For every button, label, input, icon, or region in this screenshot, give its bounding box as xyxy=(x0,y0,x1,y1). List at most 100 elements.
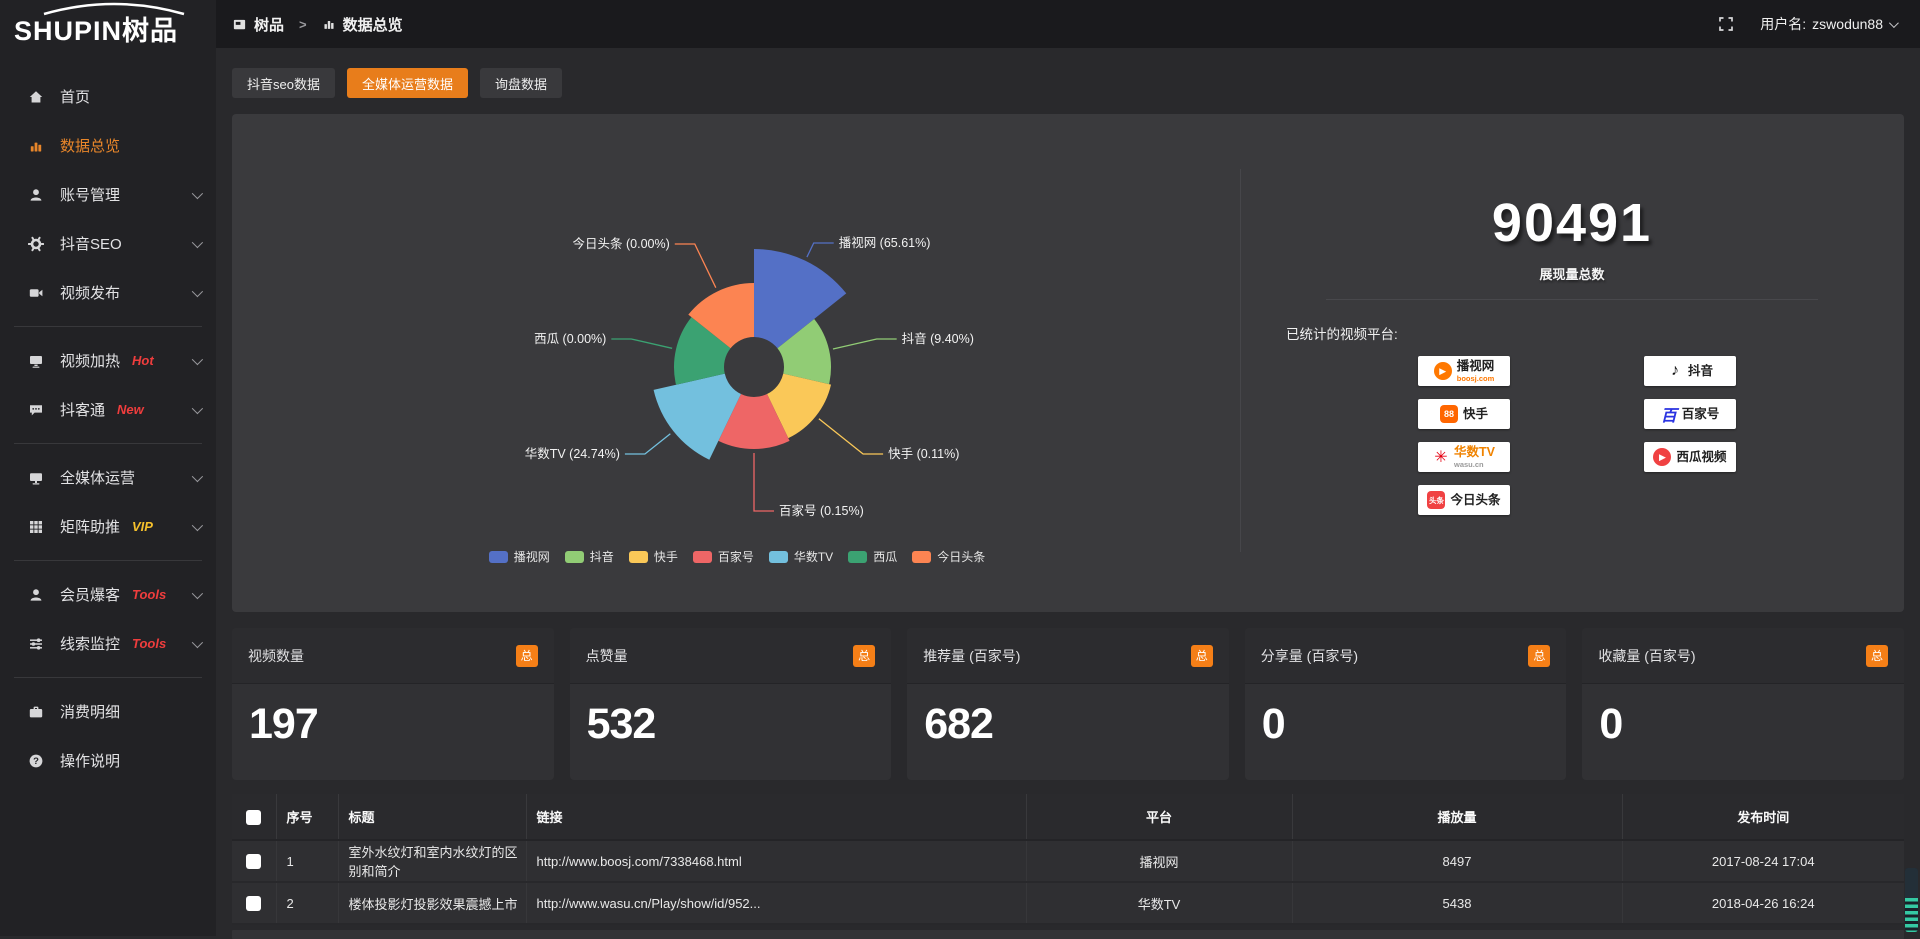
breadcrumb-root[interactable]: 树品 xyxy=(254,14,284,35)
pie-label-西瓜: 西瓜 (0.00%) xyxy=(534,332,606,346)
platform-name: 播视网 xyxy=(1457,360,1495,373)
chevron-down-icon xyxy=(192,636,203,647)
floating-scroll-widget[interactable] xyxy=(1905,868,1918,932)
legend-item-播视网[interactable]: 播视网 xyxy=(489,548,550,565)
toutiao-logo-icon: 头条 xyxy=(1427,491,1445,509)
overview-panel: 播视网 (65.61%)抖音 (9.40%)快手 (0.11%)百家号 (0.1… xyxy=(232,114,1904,612)
user-menu[interactable]: 用户名: zswodun88 xyxy=(1760,14,1896,34)
scroll-widget-stripes xyxy=(1905,898,1918,932)
row-checkbox[interactable] xyxy=(246,896,261,911)
platform-badge-百家号: 百百家号 xyxy=(1644,399,1736,429)
sidebar-item-全媒体运营[interactable]: 全媒体运营 xyxy=(0,453,216,502)
boosj-logo-icon: ▶ xyxy=(1434,362,1452,380)
platform-sub: wasu.cn xyxy=(1454,461,1495,469)
cell-title[interactable]: 室外水纹灯和室内水纹灯的区别和简介 xyxy=(338,840,526,882)
sidebar-item-label: 数据总览 xyxy=(60,135,120,156)
legend-label: 华数TV xyxy=(794,548,833,565)
window-icon xyxy=(232,17,247,32)
home-icon xyxy=(28,89,46,105)
chevron-down-icon xyxy=(192,470,203,481)
legend-item-今日头条[interactable]: 今日头条 xyxy=(912,548,985,565)
tab-询盘数据[interactable]: 询盘数据 xyxy=(480,68,562,98)
legend-item-华数TV[interactable]: 华数TV xyxy=(769,548,833,565)
stat-card-header: 点赞量总 xyxy=(570,628,892,684)
select-all-checkbox[interactable] xyxy=(246,810,261,825)
cell-num: 2 xyxy=(276,882,338,924)
pie-label-华数TV: 华数TV (24.74%) xyxy=(525,446,620,461)
sidebar-item-数据总览[interactable]: 数据总览 xyxy=(0,121,216,170)
sidebar-item-首页[interactable]: 首页 xyxy=(0,72,216,121)
sidebar-item-label: 操作说明 xyxy=(60,750,120,771)
legend-item-百家号[interactable]: 百家号 xyxy=(693,548,754,565)
column-header-平台: 平台 xyxy=(1026,794,1292,840)
cell-title[interactable]: 楼体投影灯投影效果震撼上市 xyxy=(338,882,526,924)
stat-card-推荐量 (百家号): 推荐量 (百家号)总682 xyxy=(907,628,1229,780)
row-checkbox[interactable] xyxy=(246,854,261,869)
chevron-down-icon xyxy=(192,587,203,598)
sidebar-item-label: 抖音SEO xyxy=(60,233,122,254)
legend-label: 抖音 xyxy=(590,548,614,565)
table-header-row: 序号标题链接平台播放量发布时间 xyxy=(232,794,1904,840)
top-bar: 树品 > 数据总览 用户名: zswodun88 xyxy=(216,0,1920,48)
sidebar-item-视频发布[interactable]: 视频发布 xyxy=(0,268,216,317)
cell-link[interactable]: http://www.boosj.com/7338468.html xyxy=(526,840,1026,882)
legend-item-西瓜[interactable]: 西瓜 xyxy=(848,548,897,565)
kuaishou-logo-icon: 88 xyxy=(1440,405,1458,423)
sidebar-item-消费明细[interactable]: 消费明细 xyxy=(0,687,216,736)
sidebar-item-label: 全媒体运营 xyxy=(60,467,135,488)
column-header-序号: 序号 xyxy=(276,794,338,840)
platform-badge-抖音: ♪抖音 xyxy=(1644,356,1736,386)
app-logo[interactable]: SHUPIN树品 xyxy=(0,0,216,52)
pie-label-line xyxy=(611,339,672,348)
platform-name: 今日头条 xyxy=(1450,494,1500,507)
question-icon: ? xyxy=(28,753,46,769)
pie-label-今日头条: 今日头条 (0.00%) xyxy=(573,236,670,251)
sidebar-item-操作说明[interactable]: ? 操作说明 xyxy=(0,736,216,785)
chat-icon xyxy=(28,402,46,418)
tab-全媒体运营数据[interactable]: 全媒体运营数据 xyxy=(347,68,468,98)
sidebar-item-badge: Tools xyxy=(132,587,166,602)
sidebar-item-label: 视频加热 xyxy=(60,350,120,371)
sidebar-item-label: 线索监控 xyxy=(60,633,120,654)
chevron-down-icon xyxy=(192,187,203,198)
topbar-right: 用户名: zswodun88 xyxy=(1718,14,1896,34)
stat-card-label: 推荐量 (百家号) xyxy=(923,646,1020,666)
table-header-checkbox-cell xyxy=(232,794,276,840)
platform-name: 快手 xyxy=(1463,408,1488,421)
pie-label-line xyxy=(833,339,897,349)
legend-item-快手[interactable]: 快手 xyxy=(629,548,678,565)
cell-link[interactable]: http://www.wasu.cn/Play/show/id/952... xyxy=(526,882,1026,924)
platform-badge-今日头条: 头条今日头条 xyxy=(1418,485,1510,515)
breadcrumb-separator: > xyxy=(299,17,307,32)
stat-card-label: 点赞量 xyxy=(586,646,628,666)
pie-label-快手: 快手 (0.11%) xyxy=(888,447,959,461)
sidebar-item-抖音SEO[interactable]: 抖音SEO xyxy=(0,219,216,268)
column-header-发布时间: 发布时间 xyxy=(1622,794,1904,840)
stat-card-header: 推荐量 (百家号)总 xyxy=(907,628,1229,684)
cell-time: 2018-04-26 16:24 xyxy=(1622,882,1904,924)
user-icon xyxy=(28,587,46,603)
pie-slice-华数TV[interactable] xyxy=(654,374,741,460)
sidebar-item-账号管理[interactable]: 账号管理 xyxy=(0,170,216,219)
fullscreen-icon[interactable] xyxy=(1718,16,1734,32)
baijiahao-logo-icon: 百 xyxy=(1661,405,1677,423)
platform-name: 西瓜视频 xyxy=(1676,451,1726,464)
stat-card-label: 分享量 (百家号) xyxy=(1261,646,1358,666)
bar-chart-icon xyxy=(322,17,336,31)
sidebar-item-badge: VIP xyxy=(132,519,153,534)
legend-item-抖音[interactable]: 抖音 xyxy=(565,548,614,565)
total-impressions-label: 展现量总数 xyxy=(1240,264,1904,283)
xigua-logo-icon: ▶ xyxy=(1653,448,1671,466)
breadcrumb-current[interactable]: 数据总览 xyxy=(343,14,403,35)
tab-抖音seo数据[interactable]: 抖音seo数据 xyxy=(232,68,335,98)
legend-swatch xyxy=(848,551,867,563)
